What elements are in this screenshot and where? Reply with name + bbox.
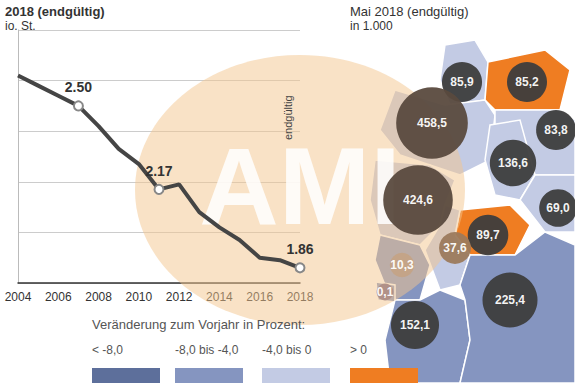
svg-text:< -8,0: < -8,0 bbox=[92, 343, 123, 357]
svg-text:AMI: AMI bbox=[199, 124, 401, 247]
svg-text:10,3: 10,3 bbox=[390, 258, 414, 272]
svg-text:2012: 2012 bbox=[166, 290, 193, 304]
svg-text:Mai 2018 (endgültig): Mai 2018 (endgültig) bbox=[350, 4, 469, 19]
svg-text:Veränderung zum Vorjahr in Pro: Veränderung zum Vorjahr in Prozent: bbox=[92, 317, 305, 332]
svg-text:io. St.: io. St. bbox=[5, 19, 36, 33]
svg-text:endgültig: endgültig bbox=[282, 95, 294, 140]
svg-text:1.86: 1.86 bbox=[286, 241, 313, 257]
svg-text:-4,0 bis 0: -4,0 bis 0 bbox=[262, 343, 312, 357]
svg-text:69,0: 69,0 bbox=[546, 201, 570, 215]
svg-text:83,8: 83,8 bbox=[544, 123, 568, 137]
svg-text:89,7: 89,7 bbox=[476, 228, 500, 242]
svg-text:136,6: 136,6 bbox=[498, 156, 528, 170]
svg-text:37,6: 37,6 bbox=[443, 241, 467, 255]
svg-text:458,5: 458,5 bbox=[417, 116, 447, 130]
svg-text:-8,0 bis -4,0: -8,0 bis -4,0 bbox=[175, 343, 239, 357]
svg-text:> 0: > 0 bbox=[350, 343, 367, 357]
svg-text:2018 (endgültig): 2018 (endgültig) bbox=[5, 4, 105, 19]
svg-text:225,4: 225,4 bbox=[495, 293, 525, 307]
svg-text:0,1: 0,1 bbox=[377, 285, 394, 299]
svg-text:85,9: 85,9 bbox=[450, 75, 474, 89]
svg-text:85,2: 85,2 bbox=[515, 75, 539, 89]
svg-text:2004: 2004 bbox=[5, 290, 32, 304]
svg-text:2.17: 2.17 bbox=[145, 163, 172, 179]
svg-text:in 1.000: in 1.000 bbox=[350, 19, 393, 33]
svg-text:2006: 2006 bbox=[45, 290, 72, 304]
svg-text:2008: 2008 bbox=[85, 290, 112, 304]
svg-text:2.50: 2.50 bbox=[65, 79, 92, 95]
svg-text:152,1: 152,1 bbox=[400, 318, 430, 332]
svg-text:424,6: 424,6 bbox=[403, 193, 433, 207]
svg-text:2010: 2010 bbox=[126, 290, 153, 304]
